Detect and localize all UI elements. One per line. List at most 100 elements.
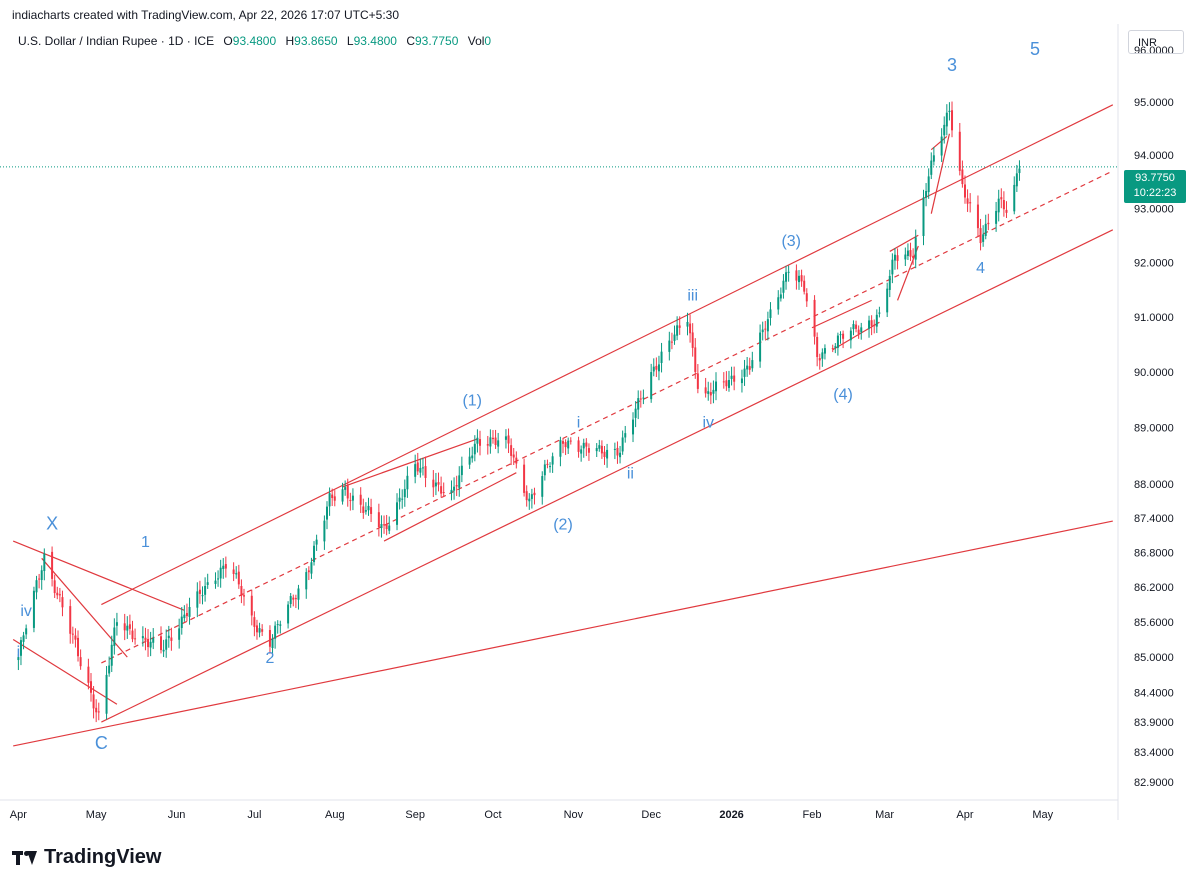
candle-body (616, 447, 619, 456)
wave-label: 3 (947, 55, 957, 75)
candle-body (857, 329, 860, 334)
trend-line (12, 540, 185, 611)
y-tick-label: 91.0000 (1134, 312, 1174, 324)
wave-label: i (577, 415, 581, 432)
candle-body (89, 681, 92, 693)
candle-body (709, 392, 712, 396)
candle-body (486, 444, 489, 446)
candle-body (149, 641, 152, 648)
candle-body (165, 639, 168, 650)
candle-body (351, 495, 354, 501)
candle-body (455, 485, 458, 487)
candle-body (61, 597, 64, 608)
candle-body (123, 623, 126, 631)
candle-body (800, 275, 803, 282)
candle-body (491, 437, 494, 440)
candle-body (141, 636, 144, 639)
candle-body (489, 437, 492, 447)
tradingview-logo[interactable]: TradingView (12, 846, 161, 869)
candle-body (725, 380, 728, 387)
x-tick-label: Apr (956, 809, 973, 821)
candle-body (966, 198, 969, 204)
candle-body (471, 455, 474, 459)
candle-body (38, 578, 41, 580)
candle-body (621, 437, 624, 452)
candle-body (178, 628, 181, 640)
brand-name: TradingView (44, 846, 162, 868)
y-tick-label: 89.0000 (1134, 423, 1174, 435)
candle-body (528, 498, 531, 502)
candle-body (523, 464, 526, 493)
x-tick-label: Jul (247, 809, 261, 821)
candle-body (930, 160, 933, 175)
candle-body (237, 571, 240, 585)
candle-body (886, 288, 889, 313)
candle-body (22, 635, 25, 642)
candle-body (297, 588, 300, 600)
candle-body (271, 638, 274, 648)
candle-body (925, 191, 928, 198)
candle-body (432, 479, 435, 488)
candle-body (214, 580, 217, 584)
candle-body (128, 624, 131, 629)
candle-body (235, 573, 238, 575)
candle-body (58, 594, 61, 596)
candle-body (406, 475, 409, 490)
candle-body (255, 625, 258, 633)
x-tick-label: May (86, 809, 107, 821)
candle-body (569, 440, 572, 442)
last-price-value: 93.7750 (1135, 172, 1175, 184)
candle-body (893, 254, 896, 261)
candle-body (606, 449, 609, 459)
candle-body (551, 456, 554, 465)
candle-body (909, 250, 912, 257)
candle-body (582, 442, 585, 449)
candle-body (217, 578, 220, 580)
y-tick-label: 82.9000 (1134, 777, 1174, 789)
wave-label: (4) (833, 387, 853, 404)
trend-line (101, 170, 1114, 664)
candle-body (746, 365, 749, 370)
candle-body (888, 275, 891, 290)
candle-body (359, 494, 362, 505)
candle-body (603, 451, 606, 457)
x-tick-label: Oct (484, 809, 501, 821)
candle-body (250, 595, 253, 616)
candle-body (79, 657, 82, 667)
candle-body (587, 448, 590, 453)
candle-body (69, 606, 72, 634)
trend-line (101, 229, 1114, 723)
candle-body (600, 445, 603, 454)
trend-line (101, 104, 1114, 606)
candle-body (541, 476, 544, 497)
wave-label: (3) (781, 233, 801, 250)
candle-body (613, 448, 616, 450)
candle-body (849, 330, 852, 341)
candle-body (559, 440, 562, 457)
wave-label: 1 (141, 534, 150, 551)
trend-line (811, 299, 872, 329)
candle-body (53, 580, 56, 594)
candle-body (927, 176, 930, 193)
candle-body (787, 271, 790, 273)
symbol-legend: U.S. Dollar / Indian Rupee · 1D · ICE O9… (18, 34, 491, 48)
y-tick-label: 94.0000 (1134, 150, 1174, 162)
candle-body (803, 280, 806, 292)
x-tick-label: May (1032, 809, 1053, 821)
candle-body (694, 347, 697, 372)
candle-body (414, 464, 417, 477)
currency-selector[interactable]: INR (1128, 30, 1184, 54)
candle-body (310, 562, 313, 574)
candle-body (385, 523, 388, 530)
candle-body (268, 630, 271, 647)
candle-body (766, 319, 769, 332)
candle-body (383, 524, 386, 526)
publisher-caption: indiacharts created with TradingView.com… (12, 8, 400, 22)
candle-body (1000, 197, 1003, 200)
candle-body (115, 622, 118, 626)
symbol-name[interactable]: U.S. Dollar / Indian Rupee · 1D · ICE (18, 34, 215, 48)
candle-body (870, 320, 873, 326)
candle-body (479, 439, 482, 446)
candle-body (458, 475, 461, 488)
